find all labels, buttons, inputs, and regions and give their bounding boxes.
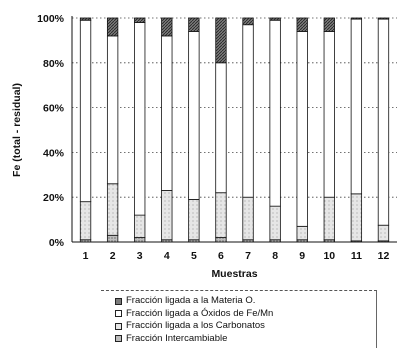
bar-segment-2-2 (106, 183, 119, 236)
bar-segment-5-2 (188, 199, 200, 241)
bar-segment-10-2 (323, 196, 335, 241)
y-tick-label: 100% (37, 13, 65, 25)
bar-segment-3-1 (134, 237, 146, 243)
y-tick-label: 60% (43, 103, 65, 115)
y-axis-label: Fe (total - residual) (11, 83, 23, 177)
legend: Fracción ligada a la Materia O. Fracción… (101, 290, 377, 348)
x-tick-label: 6 (218, 250, 224, 262)
x-tick-label: 11 (351, 250, 362, 262)
bar-segment-12-2 (377, 224, 390, 242)
bar-segment-4-4 (161, 17, 173, 37)
bar-segment-12-4 (377, 17, 390, 20)
x-tick-label: 3 (137, 250, 143, 262)
bar-segment-2-1 (106, 234, 119, 243)
legend-swatch-intercambiable (115, 335, 122, 343)
bar-segment-4-3 (161, 35, 173, 191)
bar-segment-1-3 (79, 19, 92, 203)
bar-segment-10-3 (323, 31, 335, 198)
legend-label-intercambiable: Fracción Intercambiable (126, 332, 228, 344)
bar-segment-4-2 (161, 190, 173, 241)
x-tick-label: 4 (164, 250, 170, 262)
x-tick-label: 2 (110, 250, 116, 262)
legend-label-carbonatos: Fracción ligada a los Carbonatos (126, 320, 265, 332)
bar-segment-11-3 (350, 18, 363, 195)
bar-segment-8-4 (269, 17, 281, 21)
legend-list: Fracción ligada a la Materia O. Fracción… (115, 295, 273, 345)
x-tick-label: 12 (378, 250, 390, 262)
x-tick-label: 9 (299, 250, 305, 262)
stacked-bar-chart: 0%20%40%60%80%100%1 2 3 4 5 6 7 8 9 10 11 12Muestra… (11, 13, 397, 280)
y-tick-label: 80% (43, 58, 65, 70)
x-tick-label: 1 (83, 250, 89, 262)
legend-swatch-carbonatos (115, 322, 122, 330)
bar-segment-6-1 (215, 237, 227, 243)
bar-segment-5-3 (188, 31, 200, 200)
x-tick-label: 8 (272, 250, 278, 262)
bar-segment-8-3 (269, 19, 281, 207)
bar-segment-5-4 (188, 17, 200, 32)
bar-segment-11-2 (350, 193, 363, 242)
y-tick-label: 20% (43, 192, 65, 204)
bar-segment-11-4 (350, 17, 363, 20)
bar-segment-6-3 (215, 62, 227, 194)
x-axis-label: Muestras (211, 268, 257, 280)
legend-label-oxidos: Fracción ligada a Óxidos de Fe/Mn (126, 307, 274, 319)
bar-segment-1-2 (79, 201, 92, 241)
x-tick-label: 5 (191, 250, 197, 262)
bar-segment-6-4 (215, 17, 227, 64)
legend-item-intercambiable: Fracción Intercambiable (115, 333, 273, 346)
bar-segment-3-2 (134, 214, 146, 238)
bar-segment-3-4 (134, 17, 146, 23)
legend-item-oxidos: Fracción ligada a Óxidos de Fe/Mn (115, 308, 273, 321)
bar-segment-3-3 (134, 22, 146, 216)
bar-segment-1-4 (79, 17, 92, 21)
bar-segment-9-3 (296, 31, 308, 227)
legend-label-materia-organica: Fracción ligada a la Materia O. (126, 295, 256, 307)
legend-item-materia-organica: Fracción ligada a la Materia O. (115, 295, 273, 308)
x-tick-label: 7 (245, 250, 251, 262)
bar-segment-9-2 (296, 225, 308, 241)
bar-segment-7-2 (242, 196, 254, 241)
x-tick-label: 10 (323, 250, 335, 262)
legend-item-carbonatos: Fracción ligada a los Carbonatos (115, 320, 273, 333)
bar-segment-2-3 (106, 35, 119, 185)
bar-segment-2-4 (106, 17, 119, 37)
y-tick-label: 40% (43, 147, 65, 159)
bar-segment-12-3 (377, 18, 390, 226)
bar-segment-10-4 (323, 17, 335, 32)
bar-segment-8-2 (269, 205, 281, 241)
y-tick-label: 0% (49, 237, 65, 249)
bar-segment-7-4 (242, 17, 254, 26)
bar-segment-9-4 (296, 17, 308, 32)
bar-segment-6-2 (215, 192, 227, 238)
bar-segment-7-3 (242, 24, 254, 198)
legend-swatch-oxidos (115, 310, 122, 318)
legend-swatch-materia-organica (115, 297, 122, 305)
